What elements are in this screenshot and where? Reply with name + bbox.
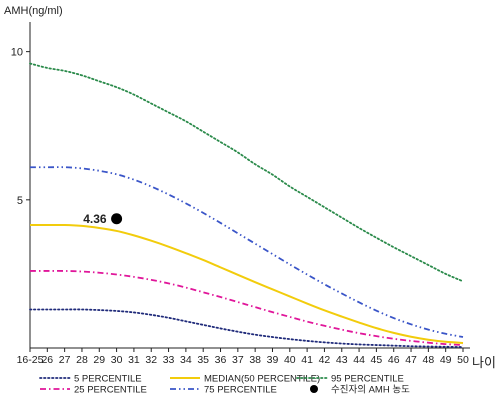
x-tick-label: 36 xyxy=(215,354,227,366)
series-line-75-percentile xyxy=(30,166,464,338)
patient-amh-point xyxy=(111,213,123,225)
x-tick-label: 30 xyxy=(111,354,123,366)
series-line-5-percentile xyxy=(29,308,464,349)
x-tick-label: 49 xyxy=(440,354,452,366)
x-tick-label: 29 xyxy=(93,354,105,366)
x-tick-label: 32 xyxy=(145,354,157,366)
series-line-25-percentile xyxy=(29,270,464,346)
series-line-median-50-percentile xyxy=(30,223,464,344)
x-tick-label: 38 xyxy=(249,354,261,366)
legend-swatch-patient-point xyxy=(310,385,318,393)
y-ticks: 5 10 xyxy=(11,47,30,207)
x-tick-label: 34 xyxy=(180,354,192,366)
x-tick-label: 28 xyxy=(76,354,88,366)
x-tick-label: 50 xyxy=(457,354,469,366)
series-lines xyxy=(29,62,464,349)
x-tick-label: 39 xyxy=(267,354,279,366)
patient-point-layer: 4.36 xyxy=(83,212,123,226)
legend-label-95-percentile: 95 PERCENTILE xyxy=(331,374,404,385)
x-tick-label: 43 xyxy=(336,354,348,366)
x-tick-label: 31 xyxy=(128,354,140,366)
x-tick-label: 40 xyxy=(284,354,296,366)
x-tick-label: 47 xyxy=(405,354,417,366)
y-tick-label: 5 xyxy=(17,195,23,207)
x-tick-label: 16-25 xyxy=(17,354,44,366)
x-tick-label: 46 xyxy=(388,354,400,366)
x-tick-label: 35 xyxy=(197,354,209,366)
x-tick-label: 48 xyxy=(423,354,435,366)
legend-label-patient-point: 수진자의 AMH 농도 xyxy=(331,385,410,396)
x-tick-label: 27 xyxy=(59,354,71,366)
x-tick-label: 37 xyxy=(232,354,244,366)
legend-label-75-percentile: 75 PERCENTILE xyxy=(204,385,277,396)
x-tick-label: 44 xyxy=(353,354,365,366)
x-tick-label: 45 xyxy=(371,354,383,366)
legend-label-25-percentile: 25 PERCENTILE xyxy=(74,385,147,396)
legend-label-5-percentile: 5 PERCENTILE xyxy=(74,374,142,385)
x-tick-label: 42 xyxy=(319,354,331,366)
x-axis-label: 나이 xyxy=(472,355,496,370)
legend-label-median-50-percentile: MEDIAN(50 PERCENTILE) xyxy=(204,374,320,385)
y-tick-label: 10 xyxy=(11,47,23,59)
x-tick-label: 26 xyxy=(41,354,53,366)
patient-amh-value-label: 4.36 xyxy=(83,212,107,226)
x-tick-label: 41 xyxy=(301,354,313,366)
series-line-95-percentile xyxy=(29,62,464,283)
y-axis-label: AMH(ng/ml) xyxy=(4,5,63,17)
x-tick-label: 33 xyxy=(163,354,175,366)
